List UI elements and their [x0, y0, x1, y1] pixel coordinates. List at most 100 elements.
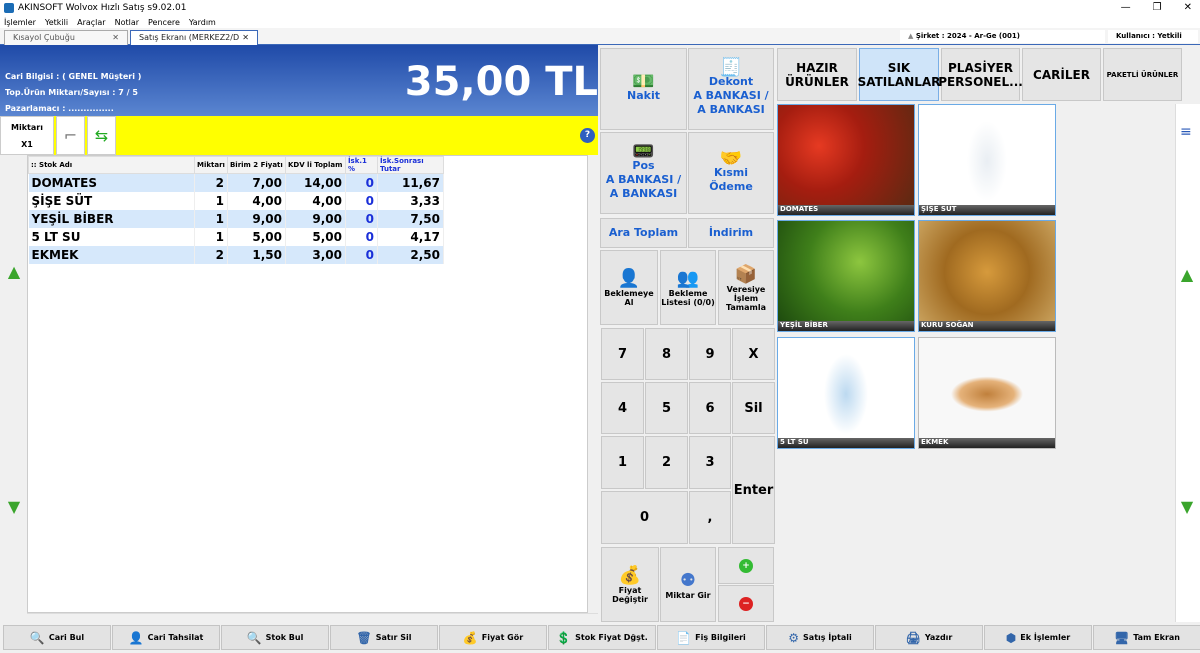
table-cell: 1,50 — [227, 245, 286, 264]
bottom-button-10[interactable]: 🖥 Tam Ekran — [1093, 625, 1200, 650]
bottom-button-7[interactable]: ⚙ Satış İptali — [766, 625, 874, 650]
pos-button[interactable]: 📟 Pos A BANKASI / A BANKASI — [600, 132, 687, 214]
key-6[interactable]: 6 — [689, 382, 731, 434]
product-tile-ekmek[interactable]: EKMEK — [918, 337, 1056, 449]
key-0[interactable]: 0 — [601, 491, 688, 544]
enter-quantity-button[interactable]: ⚉ Miktar Gir — [660, 547, 716, 622]
key-5[interactable]: 5 — [645, 382, 688, 434]
bottom-button-5[interactable]: 💲 Stok Fiyat Dğşt. — [548, 625, 656, 650]
menu-bar: İşlemler Yetkili Araçlar Notlar Pencere … — [0, 16, 1200, 28]
table-cell: 9,00 — [227, 209, 286, 228]
bottom-button-1[interactable]: 👤 Cari Tahsilat — [112, 625, 220, 650]
button-label: Nakit — [627, 89, 660, 102]
col-isk1[interactable]: İsk.1 % — [344, 156, 378, 174]
col-isk-tutar[interactable]: İsk.Sonrası Tutar — [376, 156, 444, 174]
bottom-button-9[interactable]: ⬢ Ek İşlemler — [984, 625, 1092, 650]
table-row[interactable]: YEŞİL BİBER 1 9,00 9,00 0 7,50 — [28, 209, 444, 228]
table-row[interactable]: EKMEK 2 1,50 3,00 0 2,50 — [28, 245, 444, 264]
help-icon[interactable]: ? — [580, 128, 595, 143]
products-scroll-down-icon[interactable]: ▼ — [1180, 497, 1194, 516]
quantity-icon: ⚉ — [679, 569, 697, 591]
key-enter[interactable]: Enter — [732, 436, 775, 544]
product-tile-kuru-sogan[interactable]: KURU SOĞAN — [918, 220, 1056, 332]
table-cell: YEŞİL BİBER — [28, 209, 195, 228]
product-tile-yesil-biber[interactable]: YEŞİL BİBER — [777, 220, 915, 332]
key-2[interactable]: 2 — [645, 436, 688, 489]
menu-pencere[interactable]: Pencere — [148, 17, 180, 27]
subtotal-button[interactable]: Ara Toplam — [600, 218, 687, 248]
table-row[interactable]: DOMATES 2 7,00 14,00 0 11,67 — [28, 173, 444, 192]
bottom-button-4[interactable]: 💰 Fiyat Gör — [439, 625, 547, 650]
key-9[interactable]: 9 — [689, 328, 731, 380]
category-paketli-urunler[interactable]: PAKETLİ ÜRÜNLER — [1103, 48, 1182, 101]
product-tile-sise-sut[interactable]: ŞİŞE SÜT — [918, 104, 1056, 216]
menu-notlar[interactable]: Notlar — [114, 17, 140, 27]
grid-vertical-scrollbar[interactable] — [588, 155, 598, 613]
button-label: Pos A BANKASI / A BANKASI — [605, 159, 682, 200]
close-button[interactable]: ✕ — [1183, 2, 1192, 13]
receipt-button[interactable]: 🧾 Dekont A BANKASI / A BANKASI — [688, 48, 774, 130]
exchange-icon[interactable]: ⇆ — [87, 116, 116, 155]
bottom-button-label: Satır Sil — [375, 633, 412, 642]
key-3[interactable]: 3 — [689, 436, 731, 489]
col-kdv-toplam[interactable]: KDV li Toplam — [284, 156, 346, 174]
key-7[interactable]: 7 — [601, 328, 644, 380]
category-hazir-urunler[interactable]: HAZIR ÜRÜNLER — [777, 48, 857, 101]
table-row[interactable]: ŞİŞE SÜT 1 4,00 4,00 0 3,33 — [28, 191, 444, 210]
minimize-button[interactable]: — — [1120, 2, 1131, 13]
hold-list-button[interactable]: 👥 Bekleme Listesi (0/0) — [660, 250, 716, 325]
bottom-button-0[interactable]: 🔍 Cari Bul — [3, 625, 111, 650]
partial-payment-button[interactable]: 🤝 Kısmi Ödeme — [688, 132, 774, 214]
item-totals: Top.Ürün Miktarı/Sayısı : 7 / 5 — [5, 88, 138, 97]
table-row[interactable]: 5 LT SU 1 5,00 5,00 0 4,17 — [28, 227, 444, 246]
key-delete[interactable]: Sil — [732, 382, 775, 434]
tab-kisayol[interactable]: Kısayol Çubuğu ✕ — [4, 30, 128, 45]
table-cell: EKMEK — [28, 245, 195, 264]
hamburger-menu-icon[interactable]: ≡ — [1180, 124, 1192, 140]
barcode-scanner-icon[interactable]: ⌐ — [56, 116, 85, 155]
bottom-button-6[interactable]: 📄 Fiş Bilgileri — [657, 625, 765, 650]
tab-bar: Kısayol Çubuğu ✕ Satış Ekranı (MERKEZ2/DE… — [0, 28, 1200, 45]
bottom-button-8[interactable]: 🖨 Yazdır — [875, 625, 983, 650]
col-birim-fiyat[interactable]: Birim 2 Fiyatı — [226, 156, 286, 174]
scroll-up-arrow-icon[interactable]: ▲ — [7, 262, 21, 281]
hold-button[interactable]: 👤 Beklemeye Al — [600, 250, 658, 325]
category-cariler[interactable]: CARİLER — [1022, 48, 1101, 101]
table-cell: 5,00 — [227, 227, 286, 246]
product-tile-5-lt-su[interactable]: 5 LT SU — [777, 337, 915, 449]
grid-horizontal-scrollbar[interactable] — [27, 613, 598, 623]
menu-islemler[interactable]: İşlemler — [4, 17, 36, 27]
product-label: ŞİŞE SÜT — [919, 205, 1055, 215]
tab-close-icon[interactable]: ✕ — [242, 33, 249, 42]
col-stok-adi[interactable]: :: Stok Adı — [28, 156, 195, 174]
scroll-down-arrow-icon[interactable]: ▼ — [7, 497, 21, 516]
menu-araclar[interactable]: Araçlar — [77, 17, 106, 27]
table-cell: 7,50 — [377, 209, 444, 228]
category-plasiyer[interactable]: PLASİYER PERSONEL... — [938, 48, 1023, 101]
increase-button[interactable]: + — [718, 547, 774, 584]
key-8[interactable]: 8 — [645, 328, 688, 380]
key-4[interactable]: 4 — [601, 382, 644, 434]
menu-yetkili[interactable]: Yetkili — [44, 17, 69, 27]
products-scroll-up-icon[interactable]: ▲ — [1180, 265, 1194, 284]
bottom-button-2[interactable]: 🔍 Stok Bul — [221, 625, 329, 650]
maximize-button[interactable]: ❐ — [1152, 2, 1162, 13]
discount-button[interactable]: İndirim — [688, 218, 774, 248]
product-tile-domates[interactable]: DOMATES — [777, 104, 915, 216]
quantity-multiplier[interactable]: Miktarı X1 — [0, 116, 54, 155]
tab-satis-ekrani[interactable]: Satış Ekranı (MERKEZ2/DEPO)✕ — [130, 30, 258, 45]
credit-sale-button[interactable]: 📦 Veresiye İşlem Tamamla — [718, 250, 774, 325]
key-x[interactable]: X — [732, 328, 775, 380]
key-1[interactable]: 1 — [601, 436, 644, 489]
cash-button[interactable]: 💵 Nakit — [600, 48, 687, 130]
col-miktar[interactable]: Miktarı — [194, 156, 228, 174]
change-price-button[interactable]: 💰 Fiyat Değiştir — [601, 547, 659, 622]
menu-yardim[interactable]: Yardım — [188, 17, 216, 27]
hold-list-icon: 👥 — [676, 268, 700, 289]
key-comma[interactable]: , — [689, 491, 731, 544]
bottom-button-3[interactable]: 🗑 Satır Sil — [330, 625, 438, 650]
decrease-button[interactable]: − — [718, 585, 774, 622]
table-cell: 4,00 — [227, 191, 286, 210]
category-sik-satilanlar[interactable]: SIK SATILANLAR — [858, 48, 940, 101]
tab-close-icon[interactable]: ✕ — [112, 33, 119, 42]
